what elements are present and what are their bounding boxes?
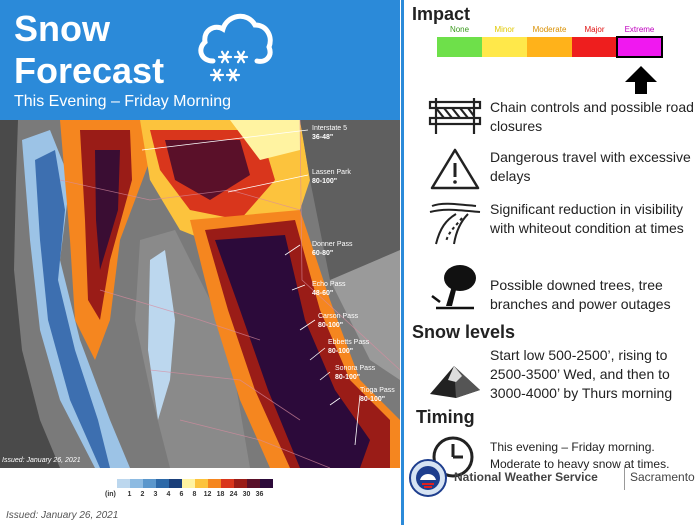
location-label: Echo Pass 48-60" <box>312 280 345 298</box>
legend-swatch <box>247 479 260 488</box>
arrow-up-icon <box>625 66 657 94</box>
location-name: Carson Pass <box>318 313 359 320</box>
snow-cloud-icon <box>198 13 273 82</box>
clock-icon <box>432 436 474 478</box>
impact-scale: None Minor Moderate Major Extreme <box>437 25 663 58</box>
location-name: Lassen Park <box>312 169 351 176</box>
legend-swatch <box>130 479 143 488</box>
location-value: 80-100" <box>312 178 338 185</box>
impact-level-label: None <box>449 25 470 34</box>
location-name: Donner Pass <box>312 241 353 248</box>
location-label: Tioga Pass 80-100" <box>360 386 395 404</box>
legend-tick-label: 18 <box>216 491 225 498</box>
location-label: Donner Pass 60-80" <box>312 240 352 258</box>
impact-level-major: Major <box>572 25 617 57</box>
impact-level-extreme: Extreme <box>616 25 663 58</box>
impact-level-none: None <box>437 25 482 57</box>
legend-swatch <box>260 479 273 488</box>
location-name: Tioga Pass <box>360 387 395 394</box>
legend-tick-label: 4 <box>166 491 171 498</box>
location-label: Carson Pass 80-100" <box>318 312 358 330</box>
legend-swatch <box>208 479 221 488</box>
impact-heading: Impact <box>412 4 471 24</box>
impact-level-minor: Minor <box>482 25 527 57</box>
location-value: 80-100" <box>335 374 361 381</box>
low-visibility-road-icon <box>429 202 481 245</box>
legend-colorbar <box>117 479 273 488</box>
impact-level-label: Minor <box>494 25 515 34</box>
title-line-1: Snow <box>14 8 110 49</box>
location-label: Sonora Pass 80-100" <box>335 364 375 382</box>
legend-tick-label: 24 <box>229 491 238 498</box>
impact-level-label: Moderate <box>532 25 567 34</box>
snowfall-map: Interstate 5 36-48" Lassen Park 80-100" … <box>0 120 400 468</box>
warning-triangle-icon <box>430 148 480 190</box>
nws-logo <box>409 459 447 497</box>
legend-swatch <box>156 479 169 488</box>
impact-text: Significant reduction in visibility with… <box>490 201 684 236</box>
location-name: Echo Pass <box>312 281 346 288</box>
impact-level-label: Extreme <box>624 25 655 34</box>
panel-divider <box>401 0 404 525</box>
impact-level-moderate: Moderate <box>527 25 572 57</box>
title-line-2: Forecast <box>14 50 165 91</box>
legend-tick-label: 12 <box>203 491 212 498</box>
legend-swatch <box>234 479 247 488</box>
legend-unit: (in) <box>105 491 116 498</box>
legend-swatch <box>182 479 195 488</box>
footer-separator <box>624 466 625 490</box>
forecast-period: This Evening – Friday Morning <box>14 93 231 110</box>
legend-tick-label: 1 <box>127 491 132 498</box>
issued-date: Issued: January 26, 2021 <box>6 510 119 521</box>
timing-heading: Timing <box>416 407 475 427</box>
legend-swatch <box>169 479 182 488</box>
legend-swatch <box>117 479 130 488</box>
location-value: 48-60" <box>312 290 334 297</box>
nws-footer: National Weather Service Sacramento <box>408 458 700 497</box>
snow-levels-heading: Snow levels <box>412 322 516 342</box>
legend-swatch <box>195 479 208 488</box>
forecast-header: Snow Forecast This Evening – Friday Morn… <box>0 0 400 120</box>
mountain-icon <box>430 366 480 398</box>
impact-text: Chain controls and possible road closure… <box>490 99 694 134</box>
legend-ticks: 1 2 3 4 6 8 12 18 24 30 36 <box>117 491 266 498</box>
impact-text: Dangerous travel with excessive delays <box>490 149 691 184</box>
legend-tick-label: 2 <box>140 491 145 498</box>
location-name: Ebbetts Pass <box>328 339 370 346</box>
location-value: 80-100" <box>360 396 386 403</box>
impact-level-label: Major <box>584 25 605 34</box>
location-value: 80-100" <box>318 322 344 329</box>
nws-office-name: Sacramento <box>630 470 695 484</box>
legend-tick-label: 8 <box>192 491 197 498</box>
legend-tick-label: 6 <box>179 491 184 498</box>
legend-tick-label: 30 <box>242 491 251 498</box>
location-value: 60-80" <box>312 250 334 257</box>
map-issued-date: Issued: January 26, 2021 <box>2 457 81 464</box>
location-name: Sonora Pass <box>335 365 376 372</box>
nws-agency-name: National Weather Service <box>454 470 598 484</box>
legend-swatch <box>143 479 156 488</box>
snowfall-map-graphic <box>0 120 400 468</box>
legend-tick-label: 3 <box>153 491 158 498</box>
chain-controls-icon <box>428 98 482 134</box>
legend-swatch <box>221 479 234 488</box>
location-name: Interstate 5 <box>312 125 348 132</box>
location-label: Ebbetts Pass 80-100" <box>328 338 369 356</box>
downed-tree-icon <box>431 265 476 310</box>
impact-text: Possible downed trees, tree branches and… <box>490 277 671 312</box>
impact-panel: Impact None Minor Moderate Major Extreme Cha… <box>404 0 700 525</box>
snow-levels-text: Start low 500-2500’, rising to 2500-3500… <box>490 347 673 401</box>
location-value: 36-48" <box>312 134 334 141</box>
location-label: Lassen Park 80-100" <box>312 168 351 186</box>
legend-tick-label: 36 <box>255 491 264 498</box>
location-label: Interstate 5 36-48" <box>312 124 347 142</box>
location-value: 80-100" <box>328 348 354 355</box>
